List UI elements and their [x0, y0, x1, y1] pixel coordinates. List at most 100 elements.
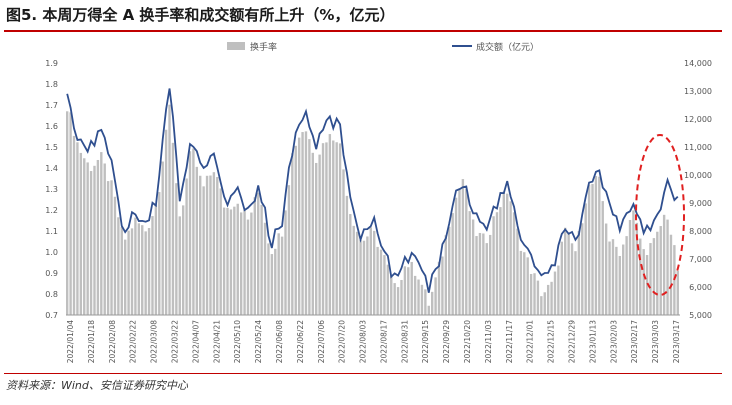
turnover-bar	[526, 257, 529, 315]
turnover-bar	[171, 142, 175, 315]
turnover-bar	[669, 234, 673, 315]
turnover-bar	[338, 143, 342, 315]
turnover-bar	[543, 292, 546, 315]
turnover-bar	[130, 228, 134, 315]
y-right-tick-label: 12,000	[684, 115, 712, 124]
turnover-bar	[236, 203, 239, 315]
turnover-bar	[516, 228, 519, 315]
x-tick-label: 2022/02/22	[129, 320, 138, 363]
turnover-bar	[222, 207, 226, 315]
title-rule	[4, 30, 722, 32]
x-tick-label: 2022/05/10	[233, 320, 242, 363]
turnover-bar	[202, 186, 205, 315]
y-right-tick-label: 10,000	[684, 171, 712, 180]
x-tick-label: 2022/12/29	[568, 320, 577, 363]
y-left-tick-label: 1.5	[45, 143, 58, 152]
x-tick-label: 2023/01/13	[588, 320, 597, 363]
turnover-bar	[393, 283, 396, 315]
turnover-bar	[168, 104, 171, 315]
turnover-bar	[581, 223, 584, 315]
turnover-bar	[250, 212, 253, 315]
turnover-bar	[434, 277, 437, 315]
turnover-bar	[488, 234, 492, 315]
turnover-bar	[226, 207, 229, 315]
turnover-bar	[192, 148, 195, 315]
turnover-bar	[212, 172, 216, 315]
turnover-bar	[594, 176, 598, 315]
turnover-bar	[413, 275, 417, 315]
turnover-bar	[151, 216, 154, 315]
turnover-bar	[373, 230, 376, 315]
turnover-bar	[379, 249, 383, 315]
turnover-bar	[144, 231, 147, 315]
turnover-bar	[352, 225, 355, 315]
turnover-bar	[557, 265, 560, 315]
turnover-bar	[659, 226, 662, 315]
turnover-bar	[260, 204, 263, 315]
turnover-bar	[199, 175, 202, 315]
turnover-bar	[533, 273, 536, 315]
y-left-tick-label: 0.7	[45, 311, 58, 320]
turnover-bar	[100, 152, 103, 315]
turnover-bar	[485, 243, 488, 315]
turnover-bar	[154, 204, 158, 315]
y-left-tick-label: 1.1	[45, 227, 58, 236]
turnover-bar	[304, 131, 308, 315]
turnover-bar	[424, 289, 427, 315]
turnover-bar	[396, 287, 400, 315]
turnover-bar	[93, 165, 96, 315]
x-tick-label: 2022/04/21	[212, 320, 221, 363]
turnover-bar	[284, 210, 287, 315]
turnover-bar	[635, 222, 639, 315]
turnover-bar	[318, 154, 321, 315]
y-right-tick-label: 5,000	[689, 311, 712, 320]
turnover-bar	[141, 225, 144, 315]
turnover-bar	[291, 153, 294, 315]
turnover-bar	[96, 159, 100, 315]
turnover-bar	[410, 261, 413, 315]
turnover-bar	[147, 228, 151, 315]
turnover-bar	[158, 192, 161, 315]
turnover-bar	[332, 140, 335, 315]
turnover-bar	[523, 252, 526, 315]
turnover-bar	[540, 296, 543, 315]
turnover-bar	[604, 223, 608, 315]
turnover-bar	[161, 161, 164, 315]
x-tick-label: 2022/11/17	[505, 320, 514, 363]
turnover-bar	[468, 211, 471, 315]
turnover-bar	[137, 223, 141, 315]
turnover-bar	[553, 271, 557, 315]
turnover-bar	[219, 188, 222, 315]
turnover-bar	[134, 217, 137, 315]
y-left-tick-label: 0.8	[45, 290, 58, 299]
x-tick-label: 2023/03/17	[672, 320, 681, 363]
turnover-bar	[209, 175, 212, 315]
turnover-bar	[611, 239, 615, 315]
x-tick-label: 2022/06/22	[296, 320, 305, 363]
turnover-bar	[216, 177, 219, 315]
turnover-bar	[656, 231, 659, 315]
turnover-bar	[649, 243, 652, 315]
turnover-bar	[608, 241, 611, 315]
turnover-bar	[79, 152, 83, 315]
turnover-bar	[263, 222, 267, 315]
turnover-bar	[471, 219, 475, 315]
y-right-tick-label: 11,000	[684, 143, 712, 152]
turnover-bar	[519, 250, 523, 315]
turnover-bar	[550, 281, 553, 315]
y-left-tick-label: 1.4	[45, 164, 58, 173]
volume-line	[66, 88, 679, 293]
turnover-bar	[666, 219, 669, 315]
turnover-bar	[451, 213, 454, 315]
turnover-bar	[103, 163, 106, 315]
y-left-ticks: 0.7 0.8 0.9 1.0 1.1 1.2 1.3 1.4 1.5 1.6 1.7 1.8 1.9	[45, 59, 58, 320]
turnover-bar	[441, 256, 444, 315]
turnover-bar	[632, 210, 635, 315]
x-tick-label: 2022/09/29	[442, 320, 451, 363]
x-tick-label: 2022/12/01	[526, 320, 535, 363]
turnover-bars	[66, 104, 679, 315]
y-right-tick-label: 6,000	[689, 283, 712, 292]
turnover-bar	[390, 275, 393, 315]
turnover-bar	[76, 142, 79, 315]
turnover-bar	[83, 158, 86, 315]
